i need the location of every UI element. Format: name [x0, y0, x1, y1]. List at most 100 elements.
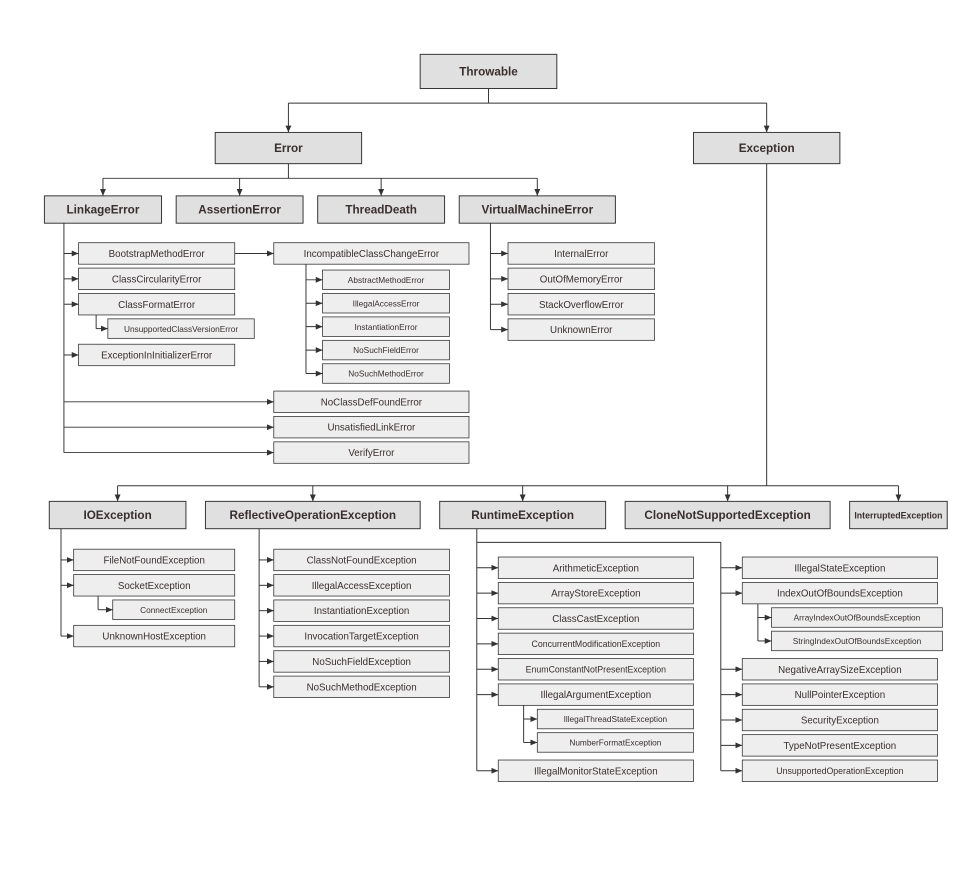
svg-text:IllegalAccessException: IllegalAccessException — [312, 581, 412, 592]
node-instantiationexception: InstantiationException — [274, 600, 450, 621]
svg-text:ThreadDeath: ThreadDeath — [345, 204, 417, 217]
node-threaddeath: ThreadDeath — [318, 196, 445, 223]
node-nosuchmethoderror: NoSuchMethodError — [323, 364, 450, 384]
node-classcastexception: ClassCastException — [498, 608, 693, 629]
svg-text:UnknownError: UnknownError — [550, 325, 613, 336]
svg-text:TypeNotPresentException: TypeNotPresentException — [784, 741, 897, 752]
node-assertionerror: AssertionError — [176, 196, 303, 223]
node-concurrentmodificationexception: ConcurrentModificationException — [498, 633, 693, 654]
svg-text:InterruptedException: InterruptedException — [854, 510, 942, 520]
node-nosuchfieldexception: NoSuchFieldException — [274, 651, 450, 672]
node-arrayindexoutofboundsexception: ArrayIndexOutOfBoundsException — [772, 608, 943, 628]
svg-text:Throwable: Throwable — [459, 65, 518, 78]
svg-text:InternalError: InternalError — [554, 249, 609, 260]
node-throwable: Throwable — [420, 54, 557, 88]
node-unknownhostexception: UnknownHostException — [74, 625, 235, 646]
node-ioexception: IOException — [49, 501, 186, 528]
node-noclassdeffounderror: NoClassDefFoundError — [274, 391, 469, 412]
node-arithmeticexception: ArithmeticException — [498, 557, 693, 578]
svg-text:UnsatisfiedLinkError: UnsatisfiedLinkError — [327, 423, 416, 434]
svg-text:IncompatibleClassChangeError: IncompatibleClassChangeError — [304, 249, 440, 260]
node-verifyerror: VerifyError — [274, 442, 469, 463]
svg-text:ConnectException: ConnectException — [140, 605, 208, 615]
node-illegalaccessexception: IllegalAccessException — [274, 575, 450, 596]
node-connectexception: ConnectException — [113, 600, 235, 620]
node-enumconstantnotpresentexception: EnumConstantNotPresentException — [498, 659, 693, 680]
svg-text:ReflectiveOperationException: ReflectiveOperationException — [230, 509, 396, 522]
node-virtualmachineerror: VirtualMachineError — [459, 196, 615, 223]
svg-text:StackOverflowError: StackOverflowError — [539, 300, 624, 311]
svg-text:UnknownHostException: UnknownHostException — [102, 632, 206, 643]
throwable-hierarchy-diagram: Throwable Error Exception LinkageError Asser… — [20, 20, 957, 850]
svg-text:AssertionError: AssertionError — [198, 204, 281, 217]
node-exceptionininitializererror: ExceptionInInitializerError — [79, 344, 235, 365]
svg-text:NoSuchMethodException: NoSuchMethodException — [307, 682, 417, 693]
svg-text:IllegalArgumentException: IllegalArgumentException — [541, 690, 652, 701]
svg-text:FileNotFoundException: FileNotFoundException — [104, 555, 205, 566]
node-securityexception: SecurityException — [742, 709, 937, 730]
node-unsupportedoperationexception: UnsupportedOperationException — [742, 760, 937, 781]
node-nosuchmethodexception: NoSuchMethodException — [274, 676, 450, 697]
node-reflectiveoperationexception: ReflectiveOperationException — [205, 501, 420, 528]
node-invocationtargetexception: InvocationTargetException — [274, 625, 450, 646]
svg-text:ArrayStoreException: ArrayStoreException — [551, 589, 640, 600]
svg-text:ArrayIndexOutOfBoundsException: ArrayIndexOutOfBoundsException — [794, 613, 921, 623]
svg-text:NullPointerException: NullPointerException — [795, 690, 886, 701]
node-illegalthreadstateexception: IllegalThreadStateException — [537, 709, 693, 729]
svg-text:CloneNotSupportedException: CloneNotSupportedException — [644, 509, 810, 522]
svg-text:IllegalThreadStateException: IllegalThreadStateException — [564, 714, 668, 724]
svg-text:NoSuchFieldException: NoSuchFieldException — [312, 657, 411, 668]
svg-text:NoSuchMethodError: NoSuchMethodError — [348, 369, 424, 379]
svg-text:Exception: Exception — [739, 142, 795, 155]
svg-text:NoSuchFieldError: NoSuchFieldError — [353, 345, 419, 355]
svg-text:RuntimeException: RuntimeException — [471, 509, 574, 522]
node-typenotpresentexception: TypeNotPresentException — [742, 735, 937, 756]
svg-text:NumberFormatException: NumberFormatException — [569, 738, 661, 748]
node-unknownerror: UnknownError — [508, 319, 654, 340]
svg-text:ArithmeticException: ArithmeticException — [553, 563, 639, 574]
node-classcircularityerror: ClassCircularityError — [79, 268, 235, 289]
node-illegalstateexception: IllegalStateException — [742, 557, 937, 578]
svg-text:IllegalAccessError: IllegalAccessError — [353, 298, 420, 308]
svg-text:NegativeArraySizeException: NegativeArraySizeException — [778, 665, 902, 676]
svg-text:ExceptionInInitializerError: ExceptionInInitializerError — [101, 351, 213, 362]
svg-text:IndexOutOfBoundsException: IndexOutOfBoundsException — [777, 589, 903, 600]
node-socketexception: SocketException — [74, 575, 235, 596]
svg-text:IllegalMonitorStateException: IllegalMonitorStateException — [534, 766, 658, 777]
svg-text:OutOfMemoryError: OutOfMemoryError — [540, 274, 624, 285]
svg-text:VerifyError: VerifyError — [348, 448, 395, 459]
svg-text:InstantiationException: InstantiationException — [314, 606, 409, 617]
node-incompatibleclasschangeerror: IncompatibleClassChangeError — [274, 243, 469, 264]
node-classformaterror: ClassFormatError — [79, 293, 235, 314]
svg-text:InvocationTargetException: InvocationTargetException — [304, 632, 418, 643]
svg-text:ClassFormatError: ClassFormatError — [118, 300, 196, 311]
node-numberformatexception: NumberFormatException — [537, 733, 693, 753]
node-bootstrapmethoderror: BootstrapMethodError — [79, 243, 235, 264]
node-unsupportedclassversionerror: UnsupportedClassVersionError — [108, 319, 254, 339]
node-exception: Exception — [693, 132, 839, 163]
svg-text:NoClassDefFoundError: NoClassDefFoundError — [321, 397, 423, 408]
svg-text:ClassCircularityError: ClassCircularityError — [112, 274, 202, 285]
node-runtimeexception: RuntimeException — [440, 501, 606, 528]
node-negativearraysizeexception: NegativeArraySizeException — [742, 659, 937, 680]
node-instantiationerror: InstantiationError — [323, 317, 450, 337]
node-error: Error — [215, 132, 361, 163]
svg-text:Error: Error — [274, 142, 303, 155]
node-illegalargumentexception: IllegalArgumentException — [498, 684, 693, 705]
svg-text:ClassNotFoundException: ClassNotFoundException — [307, 555, 417, 566]
node-nosuchfielderror: NoSuchFieldError — [323, 340, 450, 360]
node-stackoverflowerror: StackOverflowError — [508, 293, 654, 314]
node-nullpointerexception: NullPointerException — [742, 684, 937, 705]
svg-text:EnumConstantNotPresentExceptio: EnumConstantNotPresentException — [526, 665, 666, 675]
svg-text:UnsupportedClassVersionError: UnsupportedClassVersionError — [124, 324, 238, 334]
node-filenotfoundexception: FileNotFoundException — [74, 549, 235, 570]
node-stringindexoutofboundsexception: StringIndexOutOfBoundsException — [772, 631, 943, 651]
node-arraystoreexception: ArrayStoreException — [498, 582, 693, 603]
node-illegalaccesserror: IllegalAccessError — [323, 293, 450, 313]
node-outofmemoryerror: OutOfMemoryError — [508, 268, 654, 289]
svg-text:SecurityException: SecurityException — [801, 716, 879, 727]
svg-text:SocketException: SocketException — [118, 581, 191, 592]
svg-text:LinkageError: LinkageError — [67, 204, 140, 217]
node-interruptedexception: InterruptedException — [850, 501, 948, 528]
node-classnotfoundexception: ClassNotFoundException — [274, 549, 450, 570]
